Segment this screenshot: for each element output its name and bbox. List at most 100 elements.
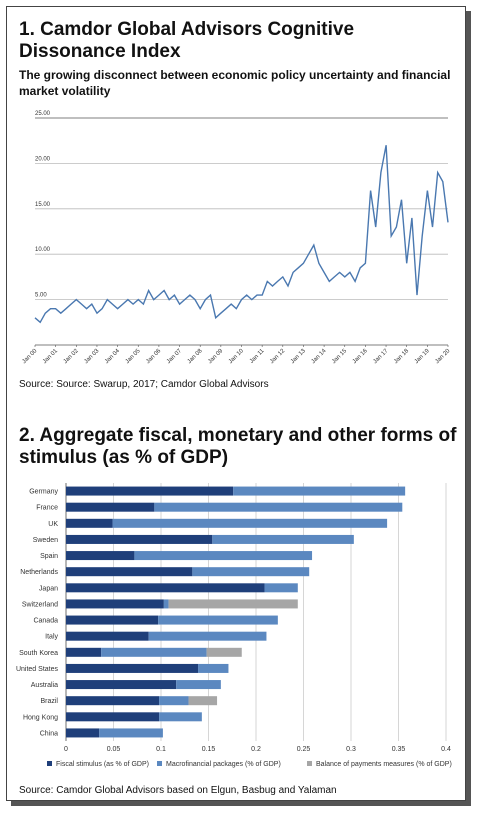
bar [66, 583, 265, 593]
bar [99, 728, 163, 738]
bar [66, 728, 100, 738]
x-tick-label: Jan 19 [414, 348, 431, 365]
y-tick-label: Spain [40, 553, 58, 560]
legend-label: Macrofinancial packages (% of GDP) [166, 761, 281, 768]
bar [66, 712, 160, 722]
bar [198, 663, 229, 673]
bar [66, 551, 135, 561]
y-tick-label: UK [48, 521, 58, 528]
bar [154, 502, 403, 512]
y-tick-label: 20.00 [35, 156, 51, 162]
bar [66, 567, 193, 577]
legend-swatch [47, 761, 52, 766]
y-tick-label: Hong Kong [23, 714, 58, 721]
legend-label: Fiscal stimulus (as % of GDP) [56, 761, 149, 768]
chart-title: 1. Camdor Global Advisors Cognitive Diss… [19, 19, 355, 62]
bar [66, 599, 164, 609]
x-tick-label: Jan 16 [352, 348, 369, 365]
y-tick-label: Italy [45, 634, 58, 641]
bar [66, 696, 160, 706]
x-tick-label: Jan 03 [83, 348, 100, 365]
bar [148, 631, 267, 641]
chart-subtitle: The growing disconnect between economic … [19, 68, 451, 98]
bar [264, 583, 298, 593]
x-tick-label: 0 [64, 746, 68, 753]
x-tick-label: 0.3 [346, 746, 356, 753]
source: Source: Source: Swarup, 2017; Camdor Glo… [19, 379, 269, 390]
y-tick-label: Australia [31, 682, 58, 689]
y-tick-label: Japan [39, 585, 58, 592]
bar-chart: 0 0.05 0.1 0.15 0.2 0.25 0.3 0.35 0.4 Germany Fran… [16, 483, 452, 768]
bar [176, 680, 221, 690]
x-tick-label: Jan 06 [145, 348, 162, 365]
bar [66, 680, 177, 690]
bar [212, 534, 354, 544]
x-tick-label: Jan 11 [249, 348, 266, 365]
legend-swatch [157, 761, 162, 766]
bar [168, 599, 298, 609]
x-tick-label: 0.35 [392, 746, 406, 753]
bar [66, 631, 149, 641]
y-tick-label: France [36, 505, 58, 512]
x-tick-label: Jan 20 [434, 348, 451, 365]
bar [66, 486, 234, 496]
legend-label: Balance of payments measures (% of GDP) [316, 761, 452, 768]
x-tick-label: Jan 14 [311, 348, 328, 365]
x-tick-label: Jan 10 [228, 348, 245, 365]
x-tick-label: Jan 07 [166, 348, 183, 365]
bar [159, 712, 202, 722]
x-tick-label: 0.15 [202, 746, 216, 753]
bar [163, 599, 169, 609]
bar [66, 534, 213, 544]
y-tick-label: China [40, 730, 58, 737]
y-tick-label: Canada [33, 618, 58, 625]
legend-swatch [307, 761, 312, 766]
bar [66, 518, 113, 528]
y-tick-label: 10.00 [35, 247, 51, 253]
bar [66, 615, 159, 625]
x-tick-label: Jan 09 [207, 348, 224, 365]
line [34, 145, 449, 324]
bar [192, 567, 310, 577]
frame: 1. Camdor Global Advisors Cognitive Diss… [6, 6, 466, 801]
x-tick-label: Jan 01 [42, 348, 59, 365]
y-tick-label: Netherlands [20, 569, 58, 576]
bar [66, 502, 155, 512]
chart-title: 2. Aggregate fiscal, monetary and other … [19, 425, 457, 468]
y-tick-label: Sweden [33, 537, 58, 544]
x-tick-label: 0.05 [107, 746, 121, 753]
x-tick-label: 0.1 [156, 746, 166, 753]
y-tick-label: Switzerland [22, 601, 58, 608]
x-tick-label: Jan 08 [187, 348, 204, 365]
x-tick-label: Jan 04 [104, 348, 121, 365]
x-tick-label: Jan 02 [63, 348, 80, 365]
source: Source: Camdor Global Advisors based on … [19, 785, 337, 796]
bar [66, 647, 102, 657]
x-tick-label: Jan 12 [269, 348, 286, 365]
x-tick-label: Jan 15 [331, 348, 348, 365]
x-tick-label: Jan 18 [393, 348, 410, 365]
y-tick-label: 15.00 [35, 202, 51, 208]
x-tick-label: Jan 05 [125, 348, 142, 365]
bar [188, 696, 218, 706]
bar [206, 647, 242, 657]
x-tick-label: Jan 00 [21, 348, 38, 365]
bar [159, 696, 189, 706]
y-tick-label: Brazil [40, 698, 58, 705]
y-tick-label: 25.00 [35, 111, 51, 117]
x-tick-label: Jan 17 [372, 348, 389, 365]
x-tick-label: 0.4 [441, 746, 451, 753]
y-tick-label: 5.00 [35, 293, 47, 299]
bar [112, 518, 388, 528]
bar [134, 551, 313, 561]
bar [233, 486, 406, 496]
bar [158, 615, 278, 625]
bar [66, 663, 199, 673]
y-tick-label: United States [16, 666, 59, 673]
bar [101, 647, 207, 657]
y-tick-label: South Korea [19, 650, 58, 657]
x-tick-label: 0.2 [251, 746, 261, 753]
x-tick-label: 0.25 [297, 746, 311, 753]
